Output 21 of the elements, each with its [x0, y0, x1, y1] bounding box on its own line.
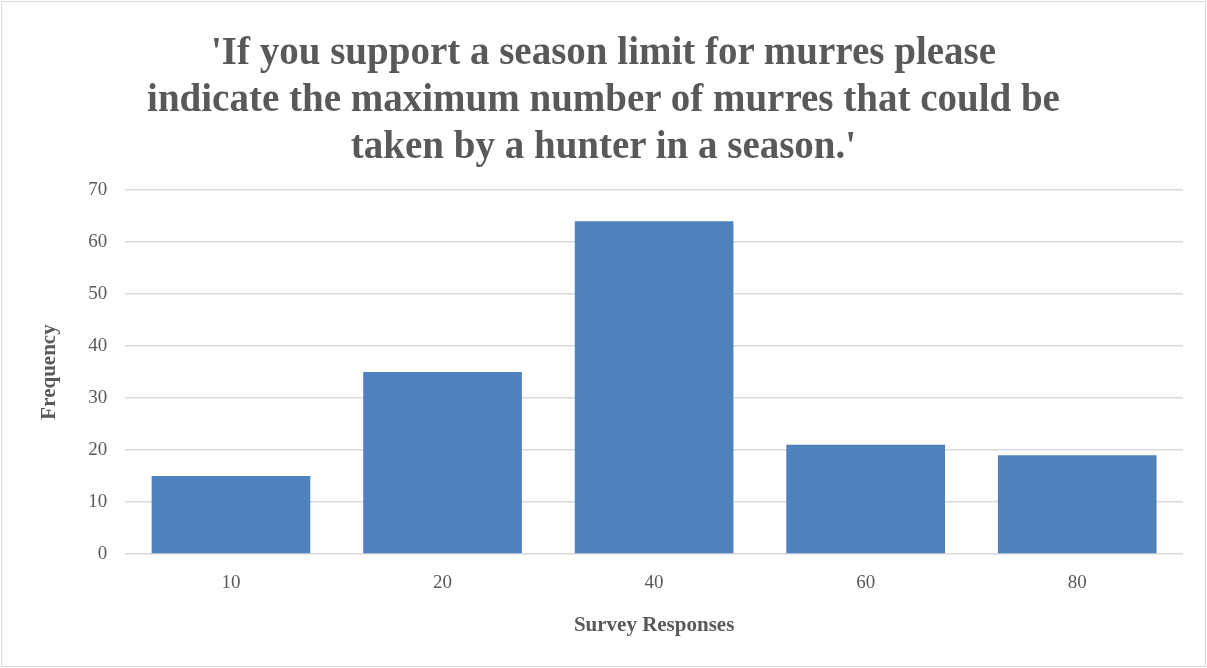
- bar: [574, 221, 734, 554]
- y-tick-label: 60: [88, 229, 108, 251]
- bar: [363, 372, 522, 554]
- x-tick-label: 20: [433, 571, 453, 593]
- x-tick-label: 10: [221, 571, 241, 593]
- bar: [786, 444, 945, 554]
- x-tick-label: 60: [856, 571, 876, 593]
- y-tick-label: 10: [88, 489, 108, 511]
- y-tick-label: 40: [88, 333, 108, 355]
- y-tick-label: 0: [97, 541, 108, 563]
- chart-title: 'If you support a season limit for murres please indicate the maximum number of murres that could be taken by a hunter in a season.': [146, 28, 1061, 168]
- x-tick-label: 80: [1067, 571, 1087, 593]
- y-tick-label: 50: [88, 281, 108, 303]
- y-tick-label: 70: [88, 177, 108, 199]
- bar: [997, 455, 1157, 554]
- y-tick-label: 30: [88, 385, 108, 407]
- y-tick-label: 20: [88, 437, 108, 459]
- y-axis-title: Frequency: [36, 323, 61, 420]
- x-tick-label: 40: [644, 571, 664, 593]
- x-axis-title: Survey Responses: [573, 611, 735, 636]
- bar: [151, 476, 311, 554]
